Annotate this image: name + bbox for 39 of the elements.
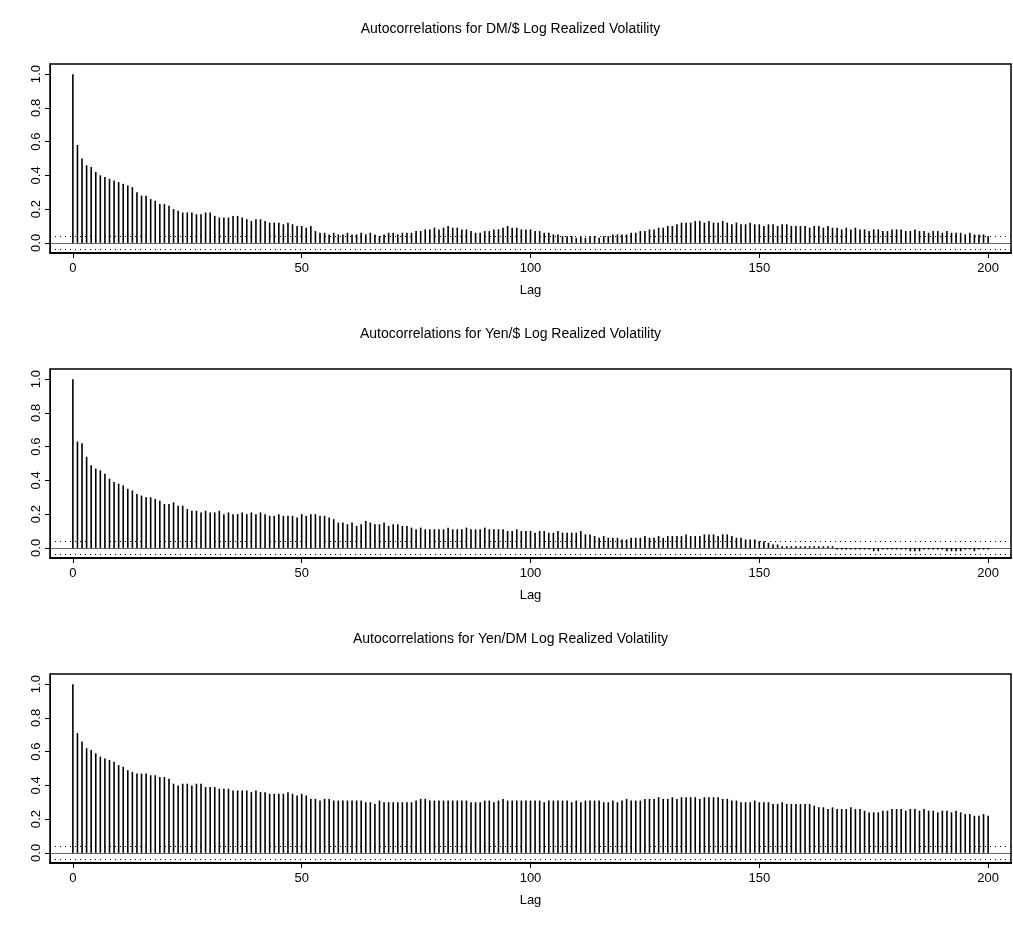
y-tick-label: 0.8: [28, 403, 43, 422]
x-tick-label: 50: [294, 870, 309, 885]
chart-title: Autocorrelations for Yen/DM Log Realized Volatility: [352, 630, 669, 646]
x-tick-label: 50: [294, 565, 309, 580]
x-axis-title: Lag: [519, 587, 542, 602]
y-tick-label: 1.0: [28, 65, 43, 84]
x-axis-title: Lag: [519, 892, 542, 907]
y-tick-label: 1.0: [28, 675, 43, 694]
y-tick-label: 0.8: [28, 98, 43, 117]
x-tick-label: 150: [748, 870, 771, 885]
y-tick-label: 0.8: [28, 708, 43, 727]
y-tick-label: 1.0: [28, 370, 43, 389]
x-tick-label: 0: [69, 260, 77, 275]
y-tick-label: 0.6: [28, 132, 43, 151]
y-tick-label: 0.2: [28, 200, 43, 219]
x-tick-label: 0: [69, 870, 77, 885]
y-tick-label: 0.0: [28, 843, 43, 862]
y-tick-label: 0.6: [28, 437, 43, 456]
x-tick-label: 100: [519, 260, 542, 275]
x-tick-label: 150: [748, 565, 771, 580]
x-tick-label: 100: [519, 565, 542, 580]
x-tick-label: 200: [977, 260, 999, 275]
y-tick-label: 0.2: [28, 810, 43, 829]
chart-title: Autocorrelations for Yen/$ Log Realized Volatility: [359, 325, 662, 341]
y-tick-label: 0.0: [28, 233, 43, 252]
y-tick-label: 0.4: [28, 471, 43, 490]
x-tick-label: 200: [977, 565, 999, 580]
x-tick-label: 200: [977, 870, 999, 885]
x-tick-label: 0: [69, 565, 77, 580]
chart-title: Autocorrelations for DM/$ Log Realized Volatility: [360, 20, 661, 36]
x-axis-title: Lag: [519, 282, 542, 297]
x-tick-label: 50: [294, 260, 309, 275]
y-tick-label: 0.2: [28, 505, 43, 524]
y-tick-label: 0.4: [28, 776, 43, 795]
x-tick-label: 150: [748, 260, 771, 275]
y-tick-label: 0.6: [28, 742, 43, 761]
y-tick-label: 0.0: [28, 538, 43, 557]
x-tick-label: 100: [519, 870, 542, 885]
y-tick-label: 0.4: [28, 166, 43, 185]
